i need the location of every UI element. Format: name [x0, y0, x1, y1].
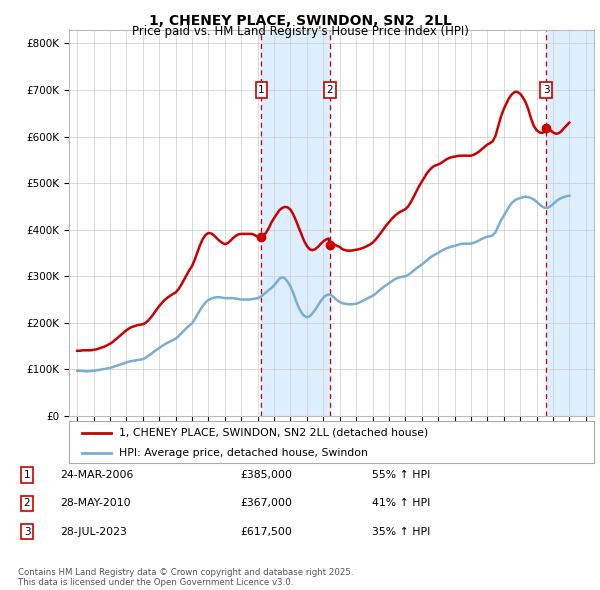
Text: HPI: Average price, detached house, Swindon: HPI: Average price, detached house, Swin…: [119, 448, 368, 457]
Text: 28-MAY-2010: 28-MAY-2010: [60, 499, 131, 508]
Text: 35% ↑ HPI: 35% ↑ HPI: [372, 527, 430, 536]
Text: 2: 2: [23, 499, 31, 508]
Bar: [262, 30, 330, 416]
Text: 1, CHENEY PLACE, SWINDON, SN2 2LL (detached house): 1, CHENEY PLACE, SWINDON, SN2 2LL (detac…: [119, 428, 428, 438]
Text: 28-JUL-2023: 28-JUL-2023: [60, 527, 127, 536]
Text: £617,500: £617,500: [240, 527, 292, 536]
Text: 1, CHENEY PLACE, SWINDON, SN2  2LL: 1, CHENEY PLACE, SWINDON, SN2 2LL: [149, 14, 451, 28]
Text: £385,000: £385,000: [240, 470, 292, 480]
Bar: [546, 30, 600, 416]
Text: 3: 3: [23, 527, 31, 536]
Text: Contains HM Land Registry data © Crown copyright and database right 2025.
This d: Contains HM Land Registry data © Crown c…: [18, 568, 353, 587]
Text: 1: 1: [23, 470, 31, 480]
Text: 24-MAR-2006: 24-MAR-2006: [60, 470, 133, 480]
Text: 41% ↑ HPI: 41% ↑ HPI: [372, 499, 430, 508]
Text: 55% ↑ HPI: 55% ↑ HPI: [372, 470, 430, 480]
Text: £367,000: £367,000: [240, 499, 292, 508]
Text: Price paid vs. HM Land Registry's House Price Index (HPI): Price paid vs. HM Land Registry's House …: [131, 25, 469, 38]
Text: 2: 2: [327, 85, 334, 95]
Text: 1: 1: [258, 85, 265, 95]
Text: 3: 3: [543, 85, 550, 95]
